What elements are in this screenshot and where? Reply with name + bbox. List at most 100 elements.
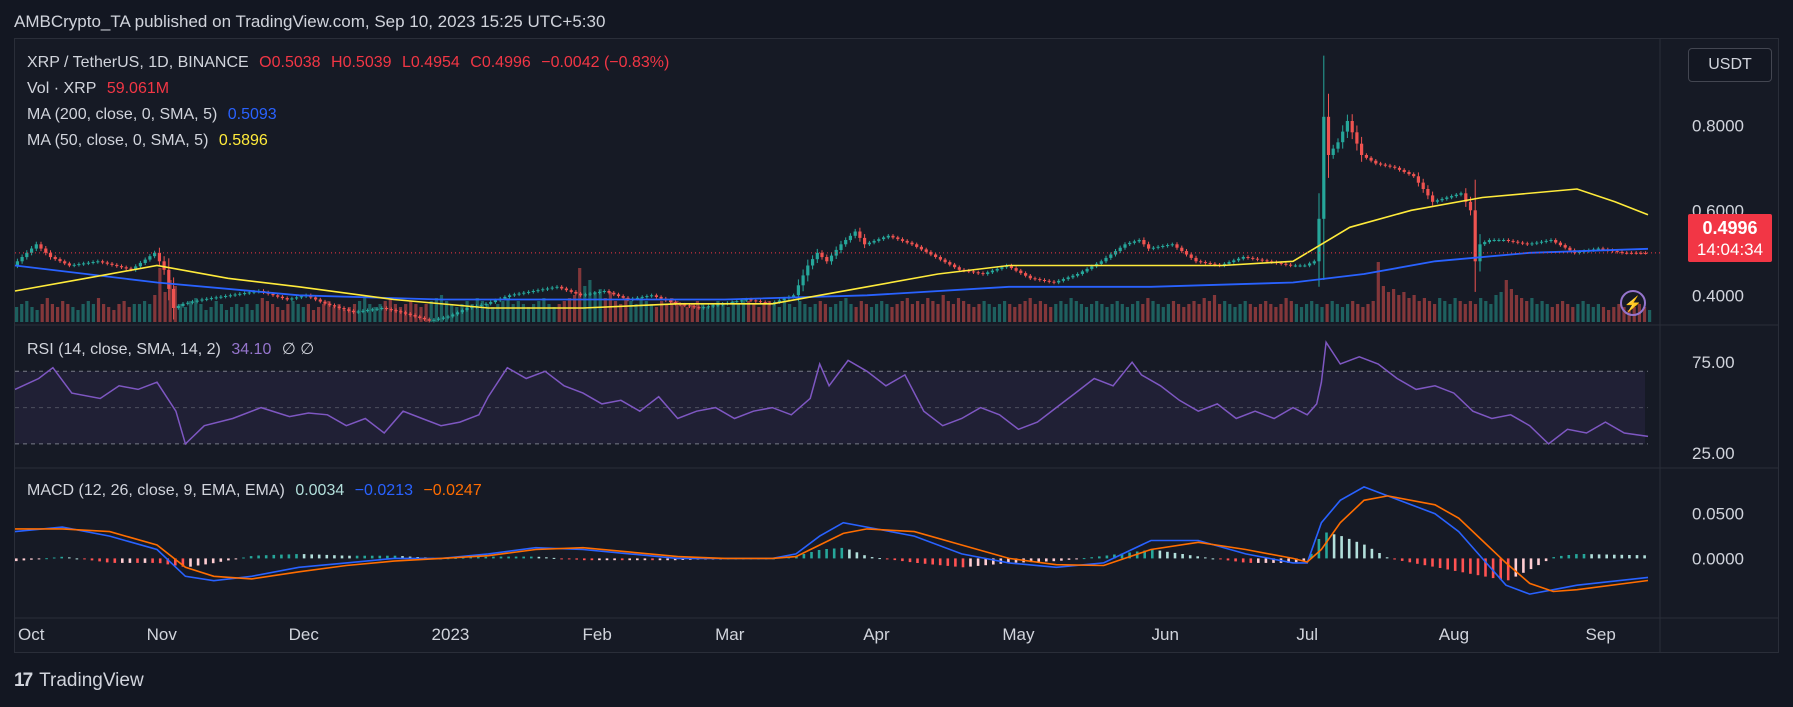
volume-bar [757, 307, 761, 322]
candle-body [1544, 240, 1548, 242]
volume-bar [1340, 307, 1345, 322]
candle-body [370, 309, 374, 311]
volume-bar [1105, 307, 1109, 322]
candle-body [115, 264, 119, 267]
ma50-line [14, 188, 1649, 309]
volume-bar [798, 301, 802, 322]
lightning-icon[interactable]: ⚡ [1620, 290, 1646, 316]
volume-bar [731, 301, 735, 322]
candle-body [271, 293, 275, 296]
volume-bar [987, 304, 991, 322]
volume-bar [352, 304, 357, 322]
volume-bar [885, 304, 889, 322]
macd-histogram-bar [1423, 558, 1427, 566]
macd-histogram-bar [1643, 555, 1646, 559]
candle-body [176, 305, 180, 308]
macd-histogram-bar [1098, 556, 1101, 559]
candle-body [1355, 132, 1359, 144]
volume-bar [470, 304, 474, 322]
volume-bar [818, 301, 822, 322]
macd-histogram-bar [68, 557, 71, 559]
candle-body [1412, 174, 1416, 177]
candle-body [527, 291, 531, 293]
candle-body [432, 319, 436, 321]
candle-body [1000, 267, 1004, 269]
candle-body [1279, 263, 1283, 264]
volume-bar [1591, 307, 1595, 322]
candle-body [399, 311, 403, 313]
volume-bar [434, 298, 438, 322]
candle-body [1402, 169, 1406, 172]
volume-bar [613, 301, 618, 322]
candle-body [815, 252, 819, 260]
macd-histogram-bar [598, 558, 601, 561]
candle-body [172, 288, 176, 308]
volume-bar [209, 307, 213, 322]
candle-body [934, 254, 938, 257]
macd-histogram-bar [196, 558, 200, 566]
volume-bar [86, 301, 90, 322]
candle-body [1341, 131, 1345, 143]
macd-histogram-bar [1514, 558, 1518, 577]
macd-histogram-bar [1340, 536, 1343, 559]
volume-bar [332, 307, 336, 322]
legend-macd-row[interactable]: MACD (12, 26, close, 9, EMA, EMA) 0.0034… [27, 482, 488, 500]
candle-body [754, 300, 758, 302]
volume-bar [1448, 304, 1452, 322]
candle-body [1260, 259, 1264, 261]
candle-body [418, 316, 422, 318]
candle-body [990, 270, 994, 273]
volume-bar [1351, 301, 1355, 322]
volume-bar [1171, 301, 1176, 322]
candle-body [247, 292, 251, 294]
macd-histogram-bar [1037, 558, 1040, 562]
volume-bar [214, 301, 218, 322]
legend-rsi-row[interactable]: RSI (14, close, SMA, 14, 2) 34.10 ∅ ∅ [27, 339, 320, 359]
candle-body [1303, 265, 1307, 267]
volume-bar [414, 304, 418, 322]
macd-histogram-bar [976, 558, 980, 566]
macd-histogram-bar [1211, 558, 1215, 560]
volume-bar [194, 298, 198, 322]
volume-bar [880, 301, 884, 322]
legend-ma200-row[interactable]: MA (200, close, 0, SMA, 5) 0.5093 [27, 106, 283, 124]
macd-histogram-bar [507, 556, 510, 559]
candle-body [1525, 243, 1529, 245]
tradingview-logo[interactable]: 17 TradingView [14, 670, 144, 692]
volume-bar [1161, 307, 1165, 322]
macd-histogram-bar [22, 558, 26, 561]
candle-body [1293, 265, 1297, 267]
macd-histogram-bar [1196, 556, 1199, 559]
legend-change: −0.0042 (−0.83%) [541, 54, 670, 71]
candle-body [711, 305, 715, 307]
candle-body [299, 296, 303, 298]
macd-histogram-bar [469, 557, 472, 559]
volume-bar [337, 304, 341, 322]
volume-bar [445, 301, 449, 322]
time-axis-label: Feb [583, 625, 612, 644]
candle-body [1208, 263, 1212, 264]
candle-body [612, 292, 616, 295]
macd-histogram-bar [1393, 558, 1396, 560]
legend-symbol[interactable]: XRP / TetherUS, 1D, BINANCE [27, 54, 249, 71]
macd-histogram-bar [605, 558, 609, 561]
candle-body [1109, 254, 1113, 258]
currency-button[interactable]: USDT [1688, 48, 1772, 82]
volume-bar [808, 307, 812, 322]
macd-histogram-bar [1620, 554, 1624, 559]
price-axis-label: 0.4000 [1692, 286, 1744, 305]
macd-histogram-bar [1226, 558, 1230, 561]
candle-body [517, 293, 521, 295]
candle-body [1558, 242, 1562, 246]
volume-bar [271, 304, 275, 322]
macd-histogram-bar [363, 555, 366, 559]
legend-ma50-row[interactable]: MA (50, close, 0, SMA, 5) 0.5896 [27, 132, 274, 150]
legend-volume-row[interactable]: Vol · XRP 59.061M [27, 80, 175, 98]
volume-bar [178, 304, 182, 322]
candle-body [1506, 240, 1510, 241]
macd-histogram-bar [1325, 532, 1328, 559]
volume-bar [1555, 304, 1560, 322]
volume-bar [1453, 298, 1457, 322]
candle-body [129, 268, 133, 270]
